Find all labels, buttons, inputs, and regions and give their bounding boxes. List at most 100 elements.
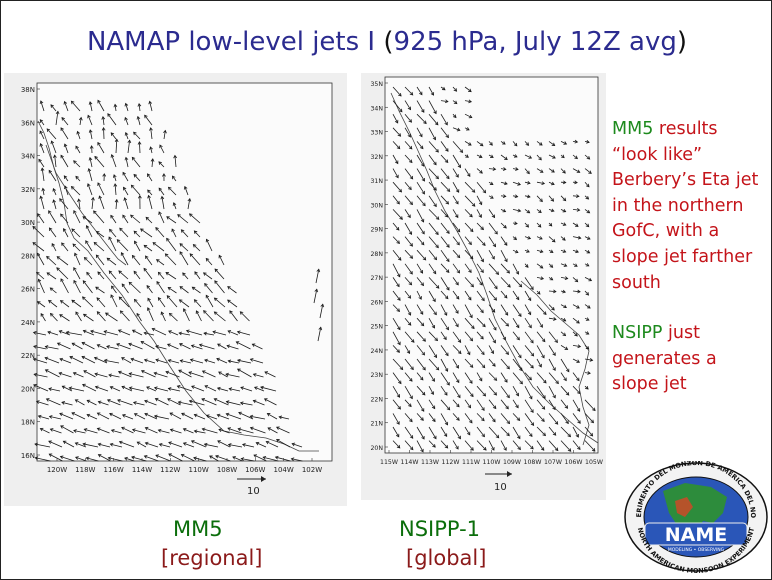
nsipp-wind-arrowhead xyxy=(407,322,412,326)
nsipp-wind-arrowhead xyxy=(445,352,449,357)
mm5-wind-arrowhead xyxy=(55,110,60,115)
nsipp-wind-arrow xyxy=(464,385,474,397)
mm5-wind-arrow xyxy=(73,430,86,434)
nsipp-wind-arrow xyxy=(572,195,579,197)
nsipp-wind-arrow xyxy=(428,426,437,439)
mm5-lon-axis: 120W 118W 116W 114W 112W 110W 108W 106W 104W 102W xyxy=(47,458,322,474)
nsipp-wind-arrow xyxy=(500,250,508,262)
mm5-wind-arrow xyxy=(145,255,153,266)
mm5-wind-arrowhead xyxy=(71,342,76,347)
nsipp-wind-arrow xyxy=(512,413,520,421)
nsipp-wind-arrowhead xyxy=(398,188,403,193)
mm5-wind-arrow xyxy=(292,443,303,448)
mm5-lon-label: 112W xyxy=(160,466,180,474)
mm5-wind-arrow xyxy=(47,331,59,336)
mm5-wind-arrow xyxy=(179,299,190,308)
nsipp-wind-arrow xyxy=(428,386,434,395)
nsipp-wind-arrowhead xyxy=(589,358,594,362)
mm5-wind-arrowhead xyxy=(225,372,229,377)
mm5-wind-arrow xyxy=(93,242,105,252)
mm5-wind-arrow xyxy=(64,143,69,154)
mm5-wind-arrow xyxy=(97,428,110,434)
nsipp-wind-arrow xyxy=(512,195,518,198)
mm5-wind-arrow xyxy=(227,286,237,294)
mm5-wind-arrowhead xyxy=(131,156,136,161)
nsipp-wind-arrowhead xyxy=(408,145,413,150)
nsipp-wind-arrow xyxy=(548,209,555,212)
mm5-wind-arrow xyxy=(39,119,45,126)
nsipp-wind-arrowhead xyxy=(456,269,460,274)
mm5-caption: MM5 xyxy=(173,517,223,541)
mm5-wind-arrow xyxy=(179,243,189,252)
nsipp-wind-arrow xyxy=(392,372,402,384)
mm5-wind-arrow xyxy=(145,442,159,448)
nsipp-wind-arrow xyxy=(392,426,400,438)
mm5-wind-arrowhead xyxy=(109,442,114,447)
mm5-wind-arrowhead xyxy=(143,331,148,336)
nsipp-wind-arrowhead xyxy=(586,250,591,254)
nsipp-wind-arrowhead xyxy=(494,285,498,290)
mm5-wind-arrow xyxy=(38,415,50,420)
nsipp-wind-arrow xyxy=(476,317,486,327)
nsipp-wind-arrow xyxy=(500,195,506,197)
nsipp-wind-arrow xyxy=(512,263,519,275)
nsipp-wind-arrow xyxy=(500,317,509,327)
nsipp-wind-arrowhead xyxy=(409,270,413,275)
nsipp-wind-arrowhead xyxy=(502,336,506,341)
mm5-wind-arrow xyxy=(154,372,168,378)
mm5-wind-arrow xyxy=(263,456,279,462)
mm5-wind-arrowhead xyxy=(209,455,213,459)
nsipp-wind-arrow xyxy=(584,399,596,411)
nsipp-wind-arrowhead xyxy=(585,291,590,296)
mm5-wind-arrow xyxy=(133,402,145,406)
mm5-wind-arrow xyxy=(114,183,117,196)
nsipp-wind-arrow xyxy=(392,195,400,205)
nsipp-lat-label: 32N xyxy=(370,154,383,161)
nsipp-wind-arrowhead xyxy=(561,154,565,159)
nsipp-wind-arrow xyxy=(584,249,590,254)
mm5-wind-arrow xyxy=(165,272,177,280)
logo-name: NAME xyxy=(665,524,728,546)
mm5-wind-arrow xyxy=(75,176,81,182)
mm5-wind-arrowhead xyxy=(96,412,101,416)
nsipp-wind-arrowhead xyxy=(421,109,425,113)
mm5-wind-arrow xyxy=(155,227,165,238)
title-paren-close: ) xyxy=(676,27,688,57)
nsipp-wind-arrow xyxy=(428,413,436,422)
nsipp-lat-label: 33N xyxy=(370,130,383,137)
nsipp-wind-arrow xyxy=(536,209,542,213)
mm5-wind-arrowhead xyxy=(74,442,79,446)
mm5-wind-arrow xyxy=(143,244,153,252)
mm5-wind-arrow xyxy=(88,168,93,182)
nsipp-wind-arrow xyxy=(428,345,437,358)
mm5-wind-arrowhead xyxy=(237,368,241,372)
mm5-wind-arrowhead xyxy=(61,385,66,389)
mm5-wind-arrow xyxy=(48,170,57,182)
mm5-wind-arrow xyxy=(151,158,154,168)
mm5-wind-arrowhead xyxy=(182,442,187,446)
mm5-wind-arrow xyxy=(39,130,45,140)
mm5-wind-arrow xyxy=(166,216,177,224)
nsipp-wind-arrow xyxy=(512,290,520,300)
nsipp-wind-arrow xyxy=(500,426,510,436)
mm5-wind-arrow xyxy=(45,369,60,378)
nsipp-wind-arrow xyxy=(560,372,567,381)
mm5-wind-arrow xyxy=(183,428,194,434)
mm5-wind-arrow xyxy=(180,360,192,364)
mm5-wind-arrow xyxy=(125,103,129,112)
mm5-wind-arrowhead xyxy=(113,103,118,108)
mm5-wind-arrowhead xyxy=(168,330,172,334)
mm5-wind-arrowhead xyxy=(179,251,183,255)
nsipp-wind-arrow xyxy=(536,317,543,328)
mm5-wind-arrow xyxy=(214,398,229,406)
nsipp-wind-arrowhead xyxy=(506,432,510,437)
mm5-wind-arrow xyxy=(232,456,243,462)
mm5-wind-arrowhead xyxy=(189,253,194,257)
nsipp-wind-arrow xyxy=(536,181,545,185)
mm5-wind-arrowhead xyxy=(180,453,185,458)
nsipp-wind-arrowhead xyxy=(446,382,450,386)
nsipp-wind-arrowhead xyxy=(565,420,569,425)
mm5-wind-arrowhead xyxy=(178,331,183,336)
nsipp-wind-arrow xyxy=(416,154,425,167)
mm5-wind-arrowhead xyxy=(227,330,232,334)
